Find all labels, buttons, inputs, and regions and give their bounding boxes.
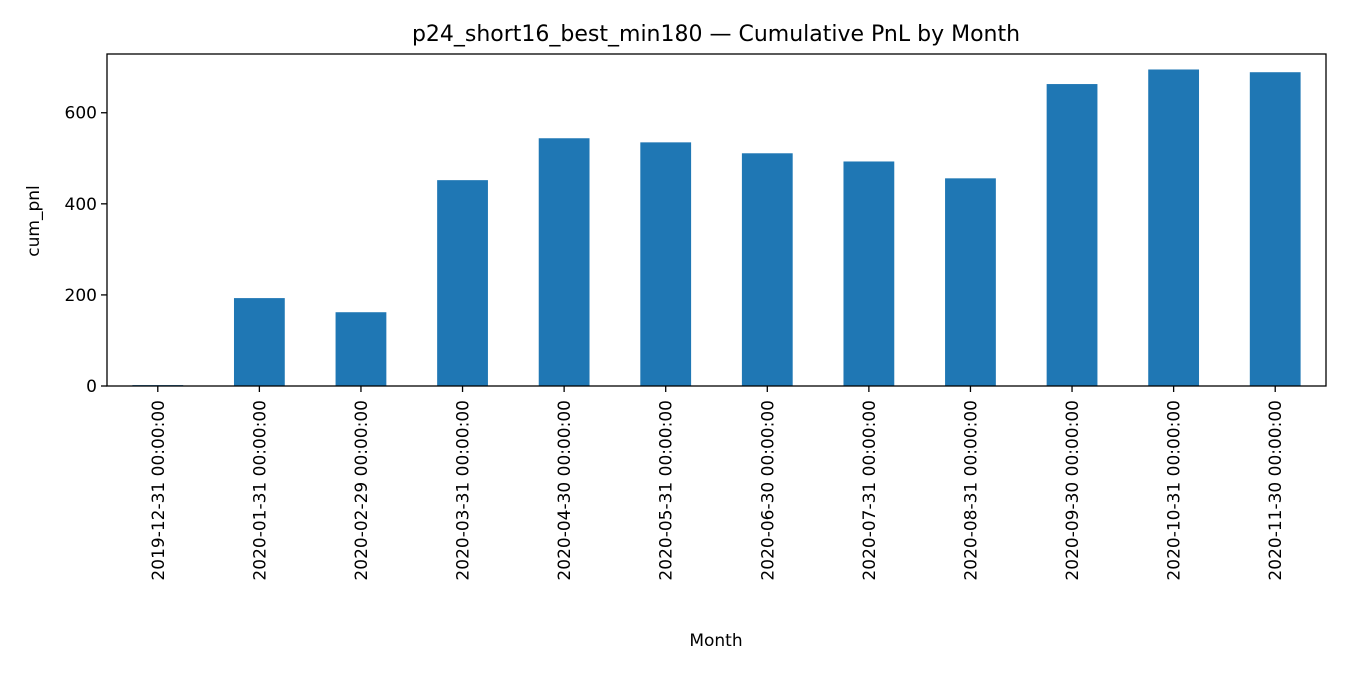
x-tick-label: 2020-11-30 00:00:00 xyxy=(1266,400,1286,581)
bar-2020-05-31 xyxy=(640,142,692,386)
x-tick-label: 2020-03-31 00:00:00 xyxy=(454,400,474,581)
bar-2020-01-31 xyxy=(233,298,285,386)
y-tick-label: 600 xyxy=(65,104,97,124)
y-tick-label: 200 xyxy=(65,286,97,306)
y-tick-label: 0 xyxy=(86,377,97,397)
bar-2020-10-31 xyxy=(1148,69,1200,386)
bar-2020-08-31 xyxy=(945,178,996,386)
x-tick-label: 2019-12-31 00:00:00 xyxy=(149,400,169,581)
x-tick-label: 2020-04-30 00:00:00 xyxy=(555,400,575,581)
x-tick-label: 2020-06-30 00:00:00 xyxy=(758,400,778,581)
x-tick-label: 2020-01-31 00:00:00 xyxy=(250,400,270,581)
x-tick-label: 2020-10-31 00:00:00 xyxy=(1165,400,1185,581)
bar-2020-06-30 xyxy=(741,153,793,386)
x-tick-label: 2020-05-31 00:00:00 xyxy=(657,400,677,581)
chart-title: p24_short16_best_min180 — Cumulative PnL… xyxy=(412,22,1020,47)
x-tick-label: 2020-09-30 00:00:00 xyxy=(1063,400,1083,581)
y-tick-label: 400 xyxy=(65,195,97,215)
bar-2020-02-29 xyxy=(335,312,387,386)
y-axis-label: cum_pnl xyxy=(24,185,44,256)
x-tick-label: 2020-07-31 00:00:00 xyxy=(860,400,880,581)
bar-2020-11-30 xyxy=(1249,72,1301,386)
x-axis-label: Month xyxy=(689,631,742,651)
y-axis: 0 200 400 600 xyxy=(65,104,107,397)
plot-frame xyxy=(106,53,1327,387)
bar-2020-09-30 xyxy=(1046,84,1098,386)
x-tick-label: 2020-02-29 00:00:00 xyxy=(352,400,372,581)
bar-2020-04-30 xyxy=(538,138,590,386)
bars-group xyxy=(132,69,1301,386)
x-tick-label: 2020-08-31 00:00:00 xyxy=(961,400,981,581)
bar-2020-03-31 xyxy=(437,180,488,386)
x-axis: 2019-12-31 00:00:00 2020-01-31 00:00:00 20… xyxy=(149,386,1286,581)
bar-2020-07-31 xyxy=(843,161,895,386)
